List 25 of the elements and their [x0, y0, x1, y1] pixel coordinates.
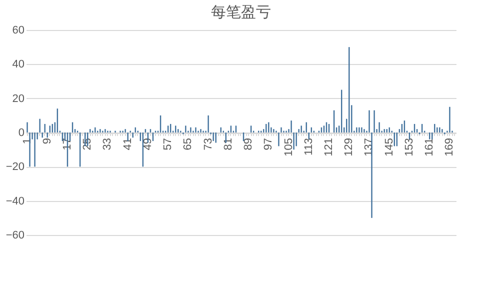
x-tick-label: 89	[242, 138, 255, 150]
y-tick-label: 60	[12, 24, 24, 36]
x-tick-label: 41	[122, 138, 134, 150]
x-tick-label: 81	[222, 138, 234, 150]
y-tick-label: −20	[6, 161, 24, 174]
x-tick-label: 9	[41, 138, 54, 144]
x-tick-label: 33	[102, 138, 114, 150]
chart-title: 每笔盈亏	[211, 3, 271, 21]
x-tick-label: 113	[302, 138, 315, 156]
x-tick-label: 97	[262, 138, 275, 150]
x-tick-label: 73	[202, 138, 214, 150]
x-tick-label: 105	[282, 138, 295, 156]
x-tick-label: 129	[343, 138, 356, 156]
y-tick-label: −40	[6, 195, 24, 208]
x-tick-label: 121	[323, 138, 336, 156]
y-tick-label: 40	[12, 58, 24, 71]
x-tick-label: 57	[162, 138, 174, 150]
x-tick-label: 145	[383, 138, 396, 156]
x-tick-label: 161	[424, 138, 436, 156]
x-tick-label: 169	[444, 138, 456, 156]
x-tick-label: 65	[182, 138, 194, 150]
y-tick-label: −60	[6, 230, 24, 242]
x-tick-label: 153	[403, 138, 416, 156]
y-tick-label: 0	[18, 127, 24, 139]
y-tick-label: 20	[12, 92, 24, 105]
